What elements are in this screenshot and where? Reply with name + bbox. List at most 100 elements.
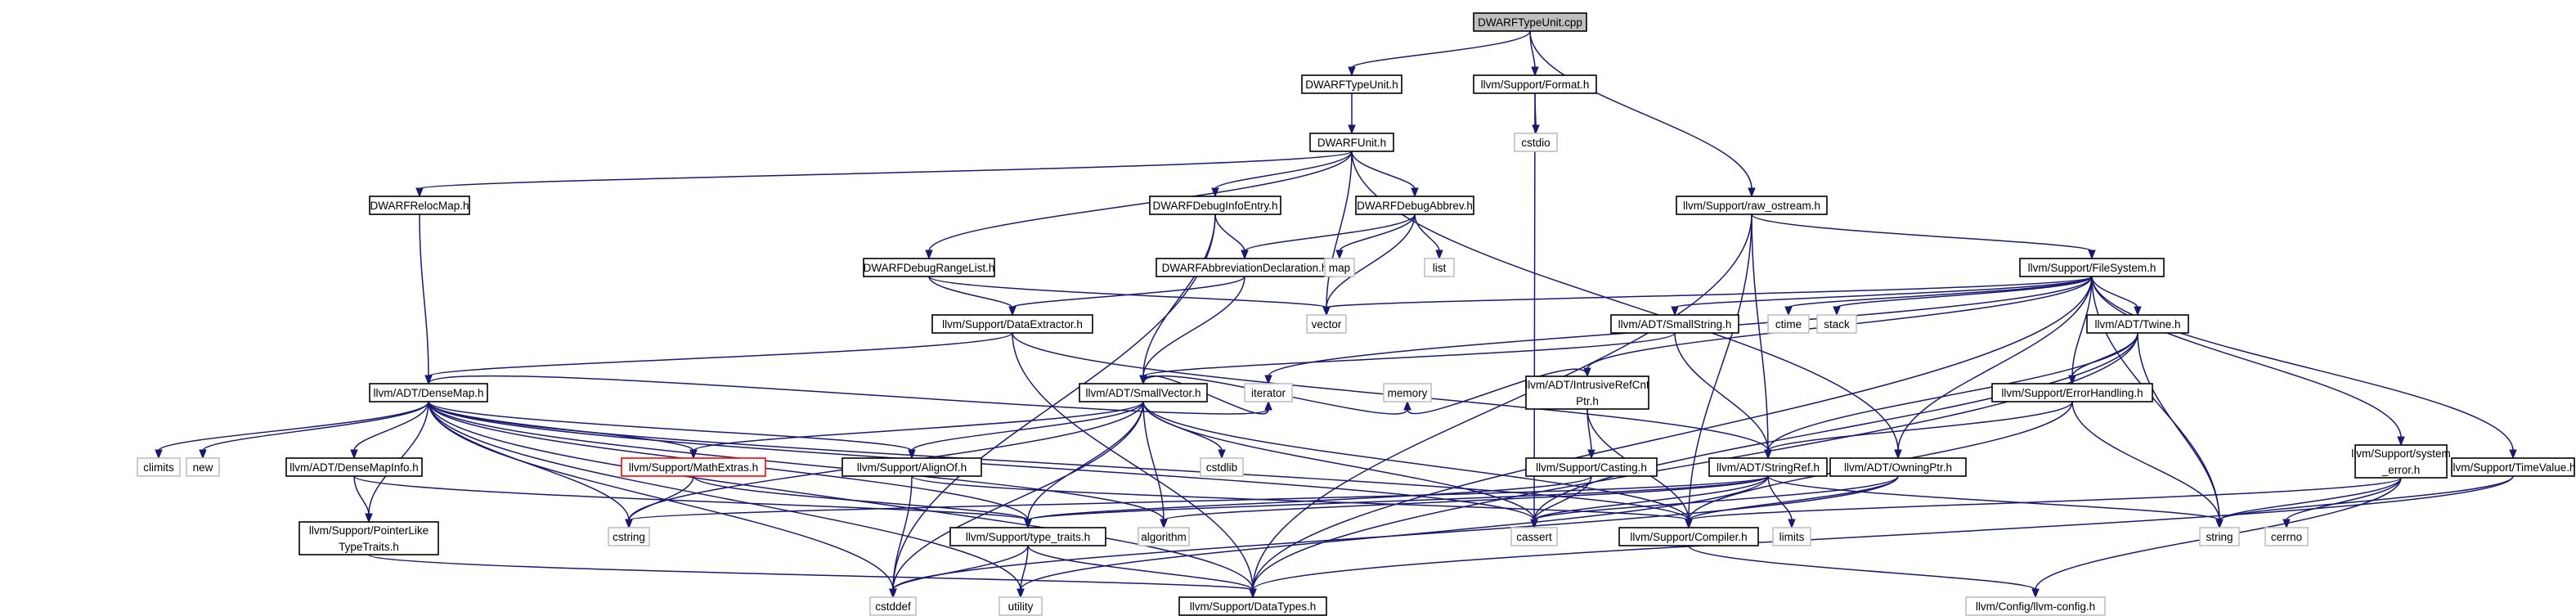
node-root[interactable]: DWARFTypeUnit.cpp: [1473, 12, 1587, 32]
edge-raw_ostream_h-to-stringref_h: [1751, 214, 1772, 460]
edge-debugabbrev_h-to-abbrevdecl_h: [1241, 214, 1416, 260]
node-dataextractor_h[interactable]: llvm/Support/DataExtractor.h: [931, 314, 1093, 334]
edge-errorhandling_h-to-string: [2071, 401, 2224, 529]
node-label: TypeTraits.h: [339, 541, 399, 553]
node-smallstring_h[interactable]: llvm/ADT/SmallString.h: [1610, 314, 1739, 334]
node-timevalue_h[interactable]: llvm/Support/TimeValue.h: [2450, 457, 2576, 477]
edge-stringref_h-to-algorithm: [1160, 475, 1769, 529]
node-debugabbrev_h[interactable]: DWARFDebugAbbrev.h: [1355, 196, 1474, 215]
node-intrusiverefcntptr_h[interactable]: llvm/ADT/IntrusiveRefCnt Ptr.h: [1525, 375, 1649, 410]
node-dwarftypeunit_h[interactable]: DWARFTypeUnit.h: [1301, 74, 1402, 94]
node-label: llvm/Support/MathExtras.h: [629, 461, 758, 474]
edge-root-to-raw_ostream_h: [1529, 30, 1756, 198]
node-label: climits: [143, 461, 174, 474]
edge-system_error_h-to-string: [2215, 477, 2402, 529]
edge-raw_ostream_h-to-filesystem_h: [1751, 214, 2096, 260]
edge-timevalue_h-to-string: [2215, 475, 2514, 529]
edge-compiler_h-to-llvm_config_h: [1688, 545, 2040, 599]
edge-root-to-dwarftypeunit_h: [1348, 30, 1531, 77]
edge-intrusiverefcntptr_h-to-memory: [1403, 368, 1588, 415]
edge-densemap_h-to-compiler_h: [428, 401, 1693, 529]
node-iterator: iterator: [1244, 383, 1293, 402]
edge-type_traits_h-to-cstddef: [889, 545, 1029, 599]
node-dwarfunit_h[interactable]: DWARFUnit.h: [1309, 133, 1394, 152]
node-pointerliketypetraits_h[interactable]: llvm/Support/PointerLike TypeTraits.h: [298, 521, 439, 555]
node-label: _error.h: [2381, 464, 2421, 476]
edge-smallvector_h-to-alignof_h: [908, 401, 1144, 460]
node-label: cstring: [613, 531, 645, 543]
node-label: llvm/Support/FileSystem.h: [2028, 262, 2156, 274]
node-label: limits: [1779, 531, 1805, 543]
node-abbrevdecl_h[interactable]: DWARFAbbreviationDeclaration.h: [1156, 258, 1334, 277]
node-label: DWARFAbbreviationDeclaration.h: [1162, 262, 1328, 274]
node-filesystem_h[interactable]: llvm/Support/FileSystem.h: [2019, 258, 2165, 277]
node-limits: limits: [1772, 527, 1811, 546]
edge-casting_h-to-type_traits_h: [1024, 475, 1592, 529]
node-label: vector: [1312, 318, 1342, 330]
edge-densemapinfo_h-to-type_traits_h: [353, 475, 1032, 529]
node-label: llvm/ADT/SmallString.h: [1618, 318, 1732, 330]
node-climits: climits: [137, 457, 181, 477]
node-cstring: cstring: [608, 527, 650, 546]
node-densemap_h[interactable]: llvm/ADT/DenseMap.h: [369, 383, 488, 402]
node-stack: stack: [1816, 314, 1857, 334]
node-alignof_h[interactable]: llvm/Support/AlignOf.h: [841, 457, 982, 477]
node-datatypes_h[interactable]: llvm/Support/DataTypes.h: [1178, 596, 1327, 616]
node-string: string: [2199, 527, 2240, 546]
node-densemapinfo_h[interactable]: llvm/ADT/DenseMapInfo.h: [285, 457, 423, 477]
node-memory: memory: [1383, 383, 1432, 402]
node-relocmap_h[interactable]: DWARFRelocMap.h: [369, 196, 470, 215]
node-label: cstdio: [1521, 137, 1550, 149]
node-label: llvm/ADT/SmallVector.h: [1085, 387, 1200, 399]
node-owningptr_h[interactable]: llvm/ADT/OwningPtr.h: [1829, 457, 1967, 477]
node-cstddef: cstddef: [869, 596, 917, 616]
edge-raw_ostream_h-to-compiler_h: [1685, 214, 1752, 529]
node-label: cerrno: [2271, 531, 2302, 543]
edge-stringref_h-to-type_traits_h: [1024, 475, 1769, 529]
edge-type_traits_h-to-utility: [1016, 545, 1029, 599]
edge-type_traits_h-to-datatypes_h: [1027, 545, 1257, 599]
node-label: DWARFTypeUnit.cpp: [1478, 16, 1582, 29]
edge-format_h-to-cstdio: [1532, 92, 1540, 135]
node-algorithm: algorithm: [1138, 527, 1190, 546]
node-label: llvm/Support/ErrorHandling.h: [2001, 387, 2143, 399]
node-ctime: ctime: [1767, 314, 1810, 334]
edge-filesystem_h-to-stack: [1833, 276, 2093, 317]
node-mathextras_h[interactable]: llvm/Support/MathExtras.h: [621, 457, 766, 477]
edge-abbrevdecl_h-to-dataextractor_h: [1008, 276, 1245, 317]
node-label: DWARFRelocMap.h: [370, 200, 469, 212]
node-type_traits_h[interactable]: llvm/Support/type_traits.h: [949, 527, 1106, 546]
edge-twine_h-to-cassert: [1530, 332, 2138, 529]
node-label: llvm/ADT/DenseMap.h: [373, 387, 483, 399]
node-raw_ostream_h[interactable]: llvm/Support/raw_ostream.h: [1676, 196, 1828, 215]
node-twine_h[interactable]: llvm/ADT/Twine.h: [2086, 314, 2189, 334]
node-label: algorithm: [1141, 531, 1187, 543]
edge-stringref_h-to-cstring: [625, 475, 1769, 529]
node-casting_h[interactable]: llvm/Support/Casting.h: [1525, 457, 1658, 477]
node-debuginfoentry_h[interactable]: DWARFDebugInfoEntry.h: [1149, 196, 1281, 215]
node-format_h[interactable]: llvm/Support/Format.h: [1473, 74, 1597, 94]
node-errorhandling_h[interactable]: llvm/Support/ErrorHandling.h: [1991, 383, 2153, 402]
node-list: list: [1424, 258, 1455, 277]
node-stringref_h[interactable]: llvm/ADT/StringRef.h: [1708, 457, 1828, 477]
node-compiler_h[interactable]: llvm/Support/Compiler.h: [1618, 527, 1759, 546]
node-label: map: [1329, 262, 1350, 274]
node-system_error_h[interactable]: llvm/Support/system _error.h: [2351, 444, 2451, 479]
dependency-nodes: DWARFTypeUnit.cpp DWARFTypeUnit.h llvm/Sup…: [137, 12, 2576, 616]
node-smallvector_h[interactable]: llvm/ADT/SmallVector.h: [1079, 383, 1208, 402]
node-cstdlib: cstdlib: [1200, 457, 1244, 477]
node-debugrangelist_h[interactable]: DWARFDebugRangeList.h: [863, 258, 995, 277]
edge-dwarfunit_h-to-relocmap_h: [415, 151, 1353, 198]
edge-errorhandling_h-to-stringref_h: [1764, 401, 2073, 460]
node-label: llvm/Support/DataTypes.h: [1190, 600, 1317, 613]
node-label: stack: [1824, 318, 1850, 330]
node-cstdio: cstdio: [1514, 133, 1558, 152]
edge-stringref_h-to-limits: [1767, 475, 1796, 529]
node-label: iterator: [1251, 387, 1286, 399]
node-label: llvm/ADT/OwningPtr.h: [1844, 461, 1952, 474]
node-label: llvm/ADT/StringRef.h: [1717, 461, 1820, 474]
edge-filesystem_h-to-twine_h: [2091, 276, 2142, 317]
node-label: llvm/Support/system: [2351, 447, 2451, 460]
edge-densemap_h-to-cassert: [428, 401, 1538, 529]
